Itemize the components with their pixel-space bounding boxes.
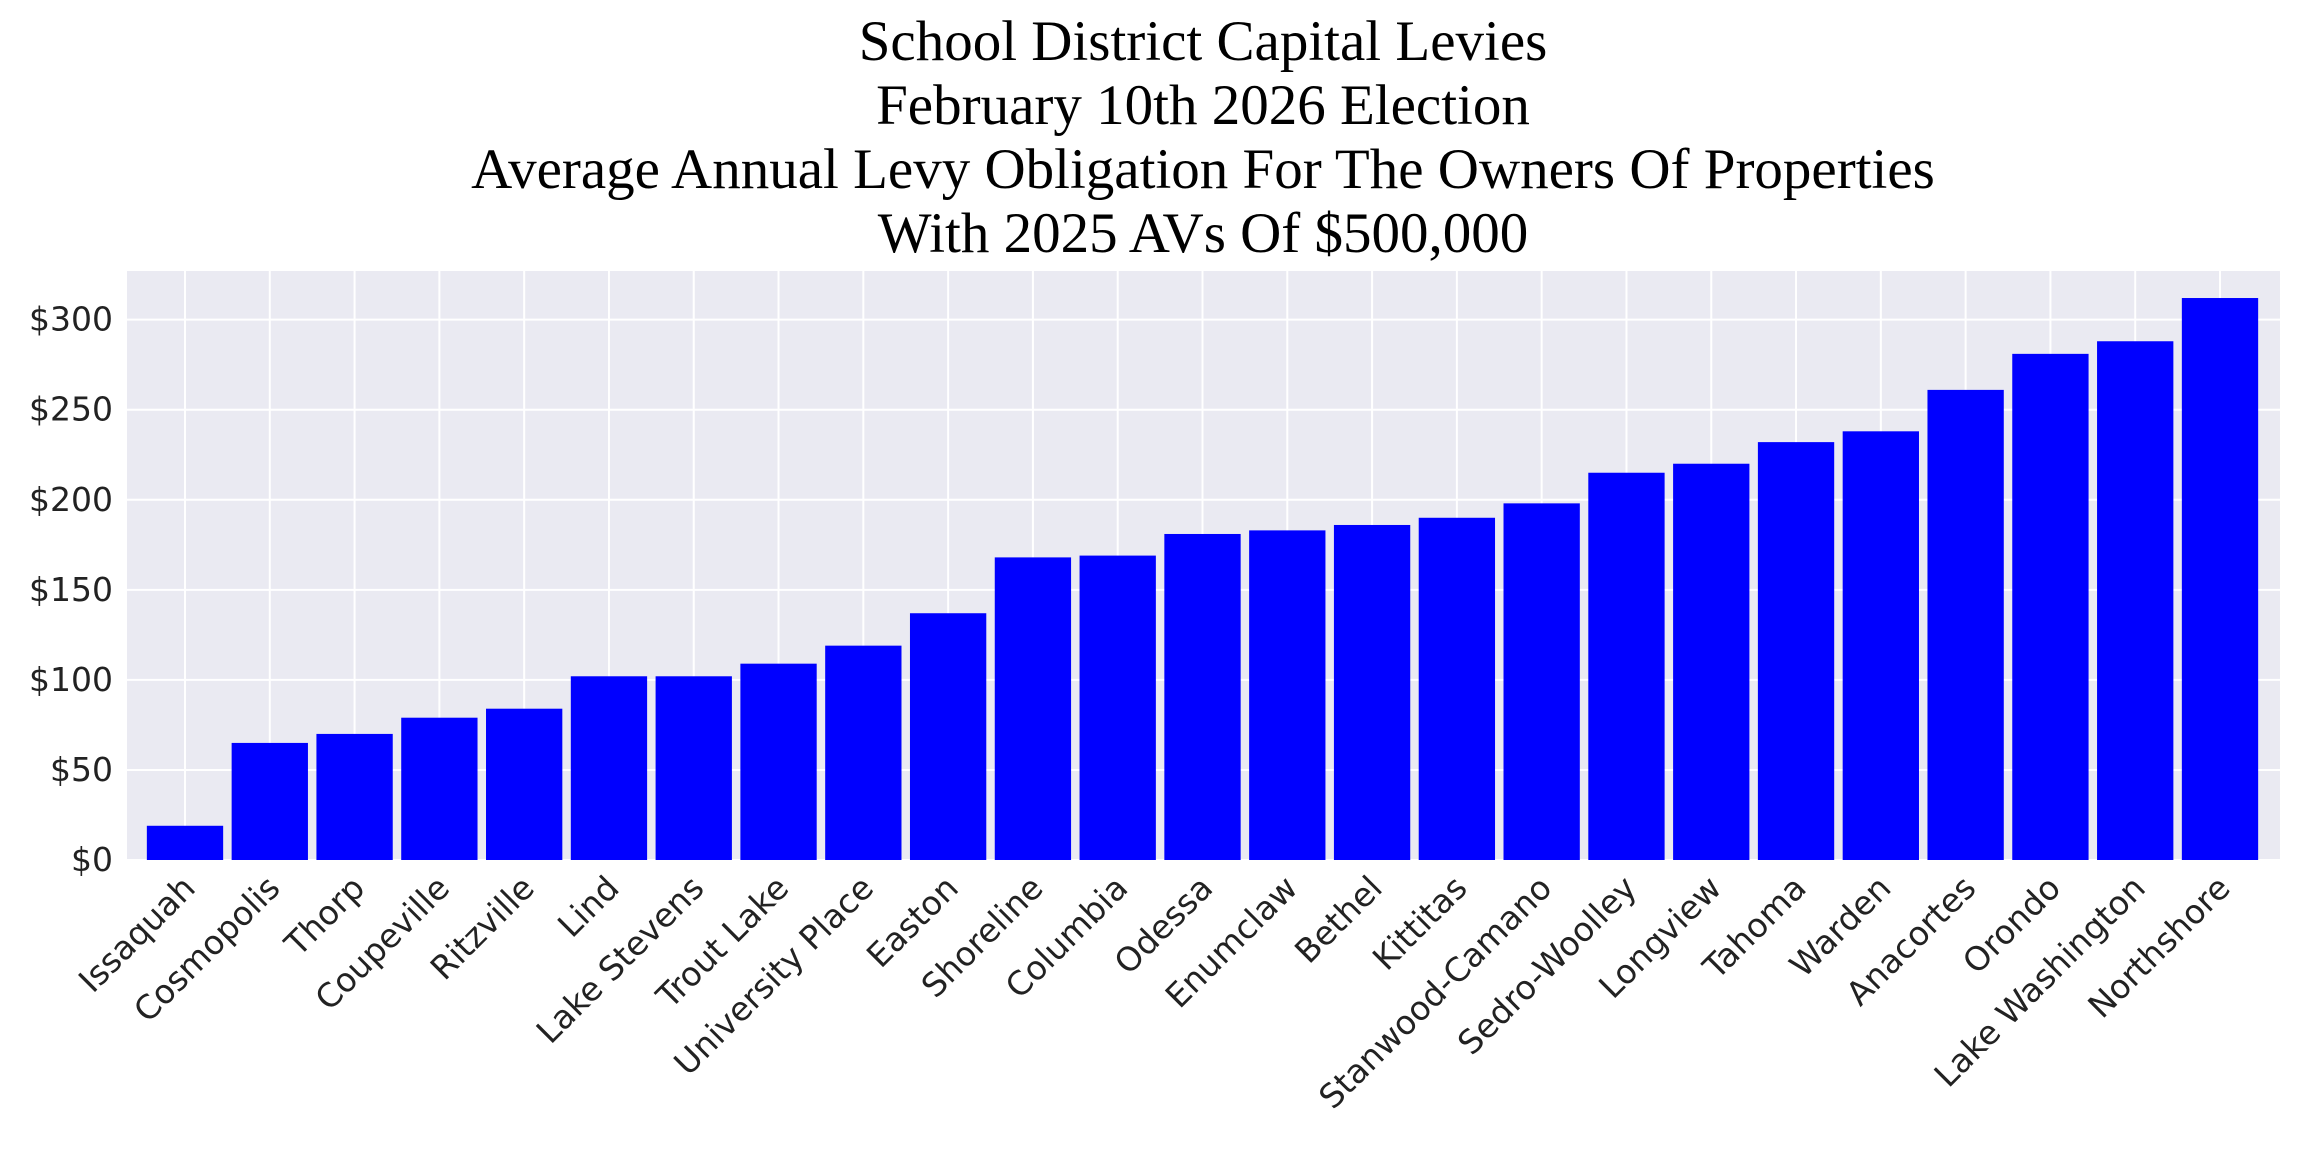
- bar: [401, 717, 478, 860]
- bar: [1249, 530, 1326, 860]
- chart-title: With 2025 AVs Of $500,000: [878, 202, 1529, 265]
- bar: [1164, 533, 1241, 860]
- bar: [1079, 555, 1156, 860]
- bar: [1588, 472, 1665, 860]
- y-tick-label: $150: [29, 570, 113, 609]
- bar: [825, 645, 902, 860]
- chart-title: Average Annual Levy Obligation For The O…: [471, 138, 1935, 201]
- y-tick-label: $0: [71, 840, 113, 879]
- bar: [231, 742, 308, 860]
- bar: [1503, 503, 1580, 860]
- chart-title: February 10th 2026 Election: [876, 74, 1530, 137]
- bar: [2012, 353, 2089, 860]
- y-tick-label: $50: [50, 750, 113, 789]
- bar: [909, 613, 987, 860]
- bar: [570, 676, 648, 860]
- bar: [146, 825, 224, 860]
- bar: [1842, 431, 1919, 860]
- y-tick-label: $250: [29, 390, 113, 429]
- x-tick-label: Lind: [550, 868, 627, 945]
- bar: [2181, 298, 2259, 861]
- bar: [740, 663, 817, 860]
- bar: [486, 708, 563, 860]
- bar: [316, 733, 393, 860]
- bar: [1927, 389, 2004, 860]
- bar: [2097, 341, 2174, 861]
- bar: [1757, 442, 1835, 860]
- bar: [655, 676, 732, 860]
- bar: [1333, 524, 1411, 860]
- y-tick-label: $100: [29, 660, 113, 699]
- bar: [1673, 463, 1750, 860]
- bar: [994, 557, 1072, 860]
- y-tick-label: $200: [29, 480, 113, 519]
- chart-title: School District Capital Levies: [859, 10, 1548, 73]
- y-tick-label: $300: [29, 300, 113, 339]
- bar: [1418, 517, 1496, 860]
